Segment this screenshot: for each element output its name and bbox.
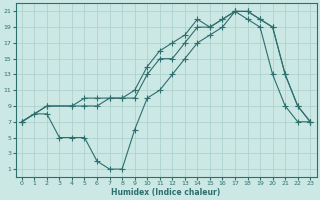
X-axis label: Humidex (Indice chaleur): Humidex (Indice chaleur) xyxy=(111,188,221,197)
